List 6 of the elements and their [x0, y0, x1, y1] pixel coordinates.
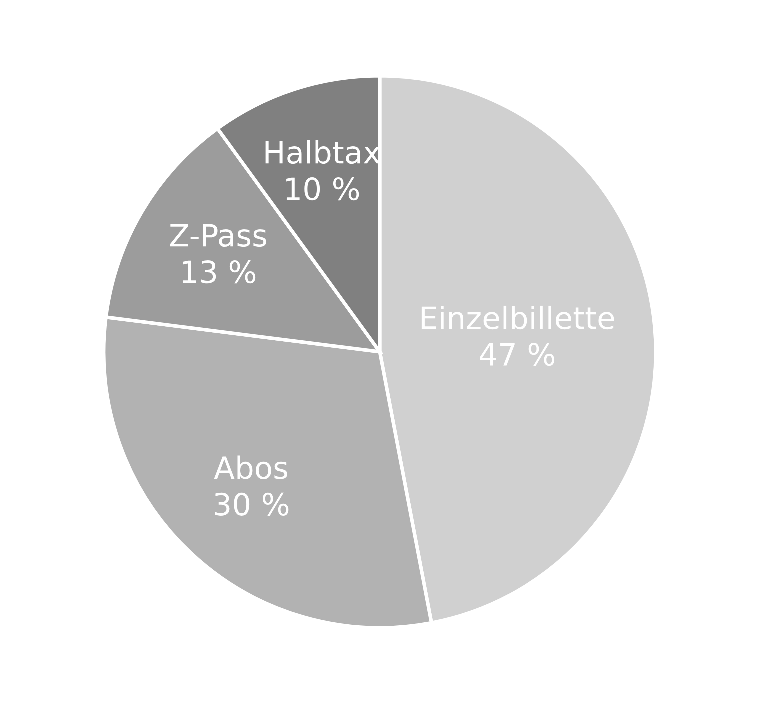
slice-label: Halbtax	[266, 140, 380, 164]
slice-label: Abos	[214, 456, 288, 480]
data-label: 30 %	[215, 492, 289, 516]
slice-label: Z-Pass	[170, 224, 266, 248]
data-label: 13 %	[183, 260, 256, 284]
data-label: 10 %	[286, 178, 360, 201]
